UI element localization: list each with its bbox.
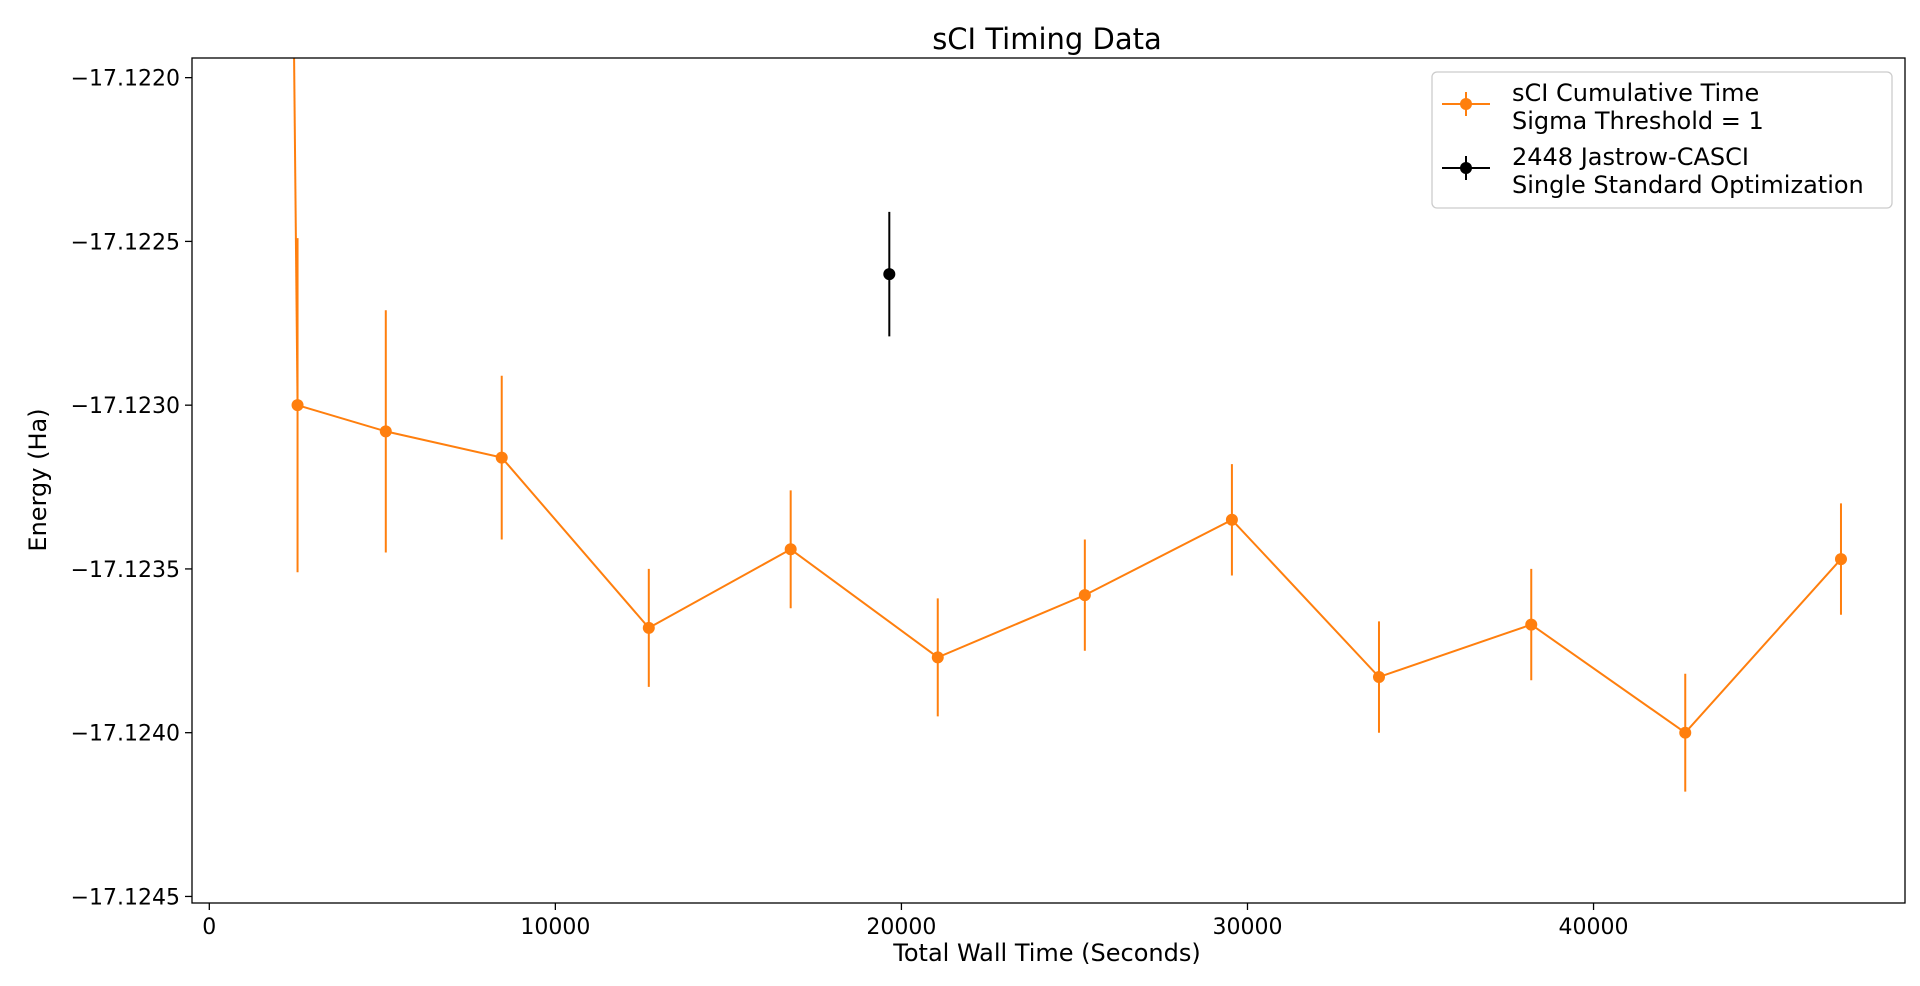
legend-marker	[1460, 162, 1472, 174]
y-tick-label: −17.1225	[71, 230, 180, 255]
data-point	[1372, 671, 1385, 684]
series-group	[291, 58, 1847, 792]
x-tick-label: 30000	[1212, 915, 1282, 940]
x-tick-label: 20000	[866, 915, 936, 940]
data-point	[1078, 589, 1091, 602]
data-point	[1834, 553, 1847, 566]
data-point	[379, 425, 392, 438]
data-point	[495, 451, 508, 464]
legend-box	[1431, 71, 1893, 209]
plot-area	[291, 58, 1847, 792]
legend-marker	[1460, 98, 1472, 110]
y-tick-label: −17.1220	[71, 67, 180, 92]
data-point	[1679, 726, 1692, 739]
y-tick-label: −17.1235	[71, 558, 180, 583]
data-point	[1525, 618, 1538, 631]
x-axis-label: Total Wall Time (Seconds)	[892, 939, 1200, 967]
data-point	[642, 621, 655, 634]
plot-frame	[191, 57, 1906, 904]
legend-label: Sigma Threshold = 1	[1512, 107, 1764, 135]
data-point	[784, 543, 797, 556]
data-point	[1225, 513, 1238, 526]
legend-label: sCI Cumulative Time	[1512, 79, 1759, 107]
legend-label: 2448 Jastrow-CASCI	[1512, 143, 1749, 171]
x-tick-label: 0	[202, 915, 216, 940]
legend-label: Single Standard Optimization	[1512, 171, 1864, 199]
y-tick-label: −17.1230	[71, 394, 180, 419]
x-tick-label: 40000	[1559, 915, 1629, 940]
data-point	[291, 399, 304, 412]
data-point	[931, 651, 944, 664]
y-axis-label: Energy (Ha)	[24, 408, 52, 551]
chart-title: sCI Timing Data	[932, 22, 1162, 56]
data-point	[883, 268, 896, 281]
y-tick-label: −17.1240	[71, 722, 180, 747]
axes: 0 10000 20000 30000 40000 −17.1245 −17.1240 −17…	[71, 67, 1629, 940]
series-line	[297, 404, 1842, 735]
x-tick-label: 10000	[520, 915, 590, 940]
y-tick-label: −17.1245	[71, 885, 180, 910]
